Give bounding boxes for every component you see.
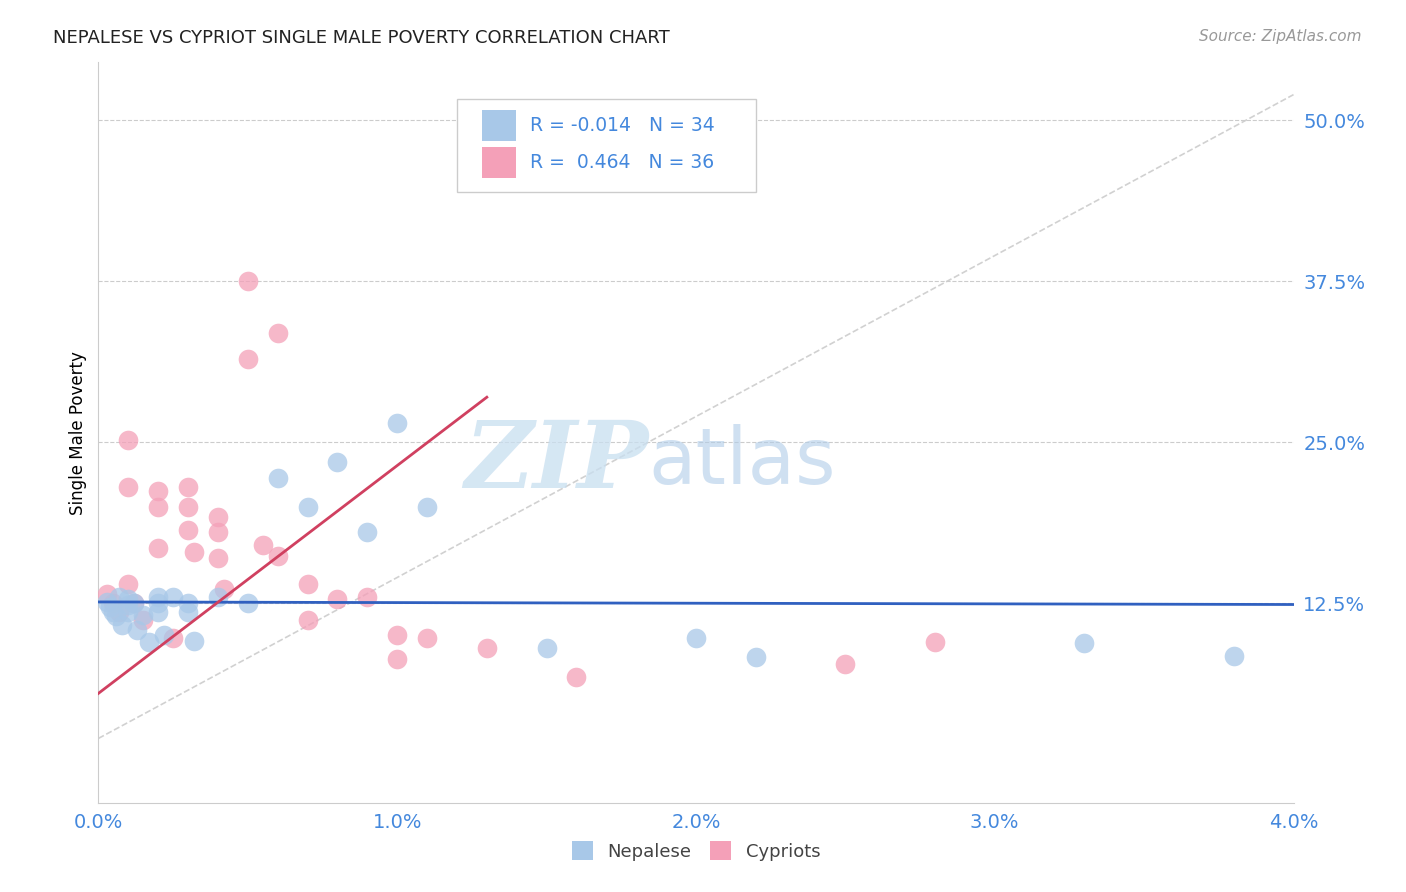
Point bbox=[153, 628, 176, 642]
Point bbox=[475, 641, 498, 656]
Point bbox=[177, 605, 200, 619]
Point bbox=[183, 545, 205, 559]
Point bbox=[117, 598, 139, 612]
Point bbox=[105, 609, 128, 624]
Point bbox=[177, 523, 200, 537]
Point bbox=[148, 484, 170, 499]
Point bbox=[1073, 636, 1095, 650]
Text: atlas: atlas bbox=[648, 425, 835, 500]
Point bbox=[834, 657, 856, 671]
FancyBboxPatch shape bbox=[457, 99, 756, 192]
Point bbox=[267, 549, 290, 563]
Point bbox=[108, 590, 131, 604]
Point bbox=[416, 631, 439, 645]
Point bbox=[108, 605, 131, 619]
Point bbox=[96, 587, 118, 601]
Point bbox=[416, 500, 439, 514]
Point bbox=[117, 480, 139, 494]
Point bbox=[117, 605, 139, 619]
Point bbox=[356, 525, 378, 540]
Point bbox=[267, 471, 290, 485]
Point bbox=[124, 596, 146, 610]
Point bbox=[236, 596, 259, 610]
Point bbox=[326, 454, 349, 468]
Point bbox=[148, 500, 170, 514]
Point bbox=[138, 635, 160, 649]
Point bbox=[96, 595, 118, 609]
Text: Source: ZipAtlas.com: Source: ZipAtlas.com bbox=[1198, 29, 1361, 45]
Point bbox=[1223, 648, 1246, 663]
Point bbox=[565, 670, 588, 684]
Text: ZIP: ZIP bbox=[464, 417, 648, 508]
Point bbox=[111, 618, 134, 632]
Point bbox=[385, 651, 409, 665]
Point bbox=[103, 596, 125, 610]
Point bbox=[177, 480, 200, 494]
Y-axis label: Single Male Poverty: Single Male Poverty bbox=[69, 351, 87, 515]
Text: R = -0.014   N = 34: R = -0.014 N = 34 bbox=[530, 116, 714, 135]
Point bbox=[148, 605, 170, 619]
Point bbox=[117, 577, 139, 591]
Point bbox=[148, 596, 170, 610]
Point bbox=[267, 326, 290, 340]
Point bbox=[103, 605, 125, 619]
Point bbox=[132, 607, 155, 622]
Point bbox=[177, 596, 200, 610]
Point bbox=[326, 592, 349, 607]
Point bbox=[536, 641, 558, 656]
Point bbox=[297, 613, 319, 627]
Point bbox=[124, 596, 146, 610]
Point bbox=[162, 631, 184, 645]
Point bbox=[132, 613, 155, 627]
Point bbox=[207, 525, 229, 540]
Text: R =  0.464   N = 36: R = 0.464 N = 36 bbox=[530, 153, 714, 172]
Point bbox=[236, 351, 259, 366]
Point bbox=[385, 416, 409, 430]
FancyBboxPatch shape bbox=[482, 110, 516, 141]
Point bbox=[212, 582, 235, 596]
Point bbox=[236, 274, 259, 288]
Point bbox=[297, 577, 319, 591]
Point bbox=[356, 590, 378, 604]
Point bbox=[162, 590, 184, 604]
Point bbox=[177, 500, 200, 514]
Point bbox=[924, 635, 946, 649]
Point bbox=[207, 551, 229, 566]
Point bbox=[297, 500, 319, 514]
Point bbox=[385, 628, 409, 642]
Point bbox=[148, 590, 170, 604]
Point bbox=[207, 510, 229, 524]
Point bbox=[127, 624, 149, 638]
Point bbox=[117, 592, 139, 607]
Point bbox=[252, 538, 274, 552]
Point bbox=[207, 590, 229, 604]
FancyBboxPatch shape bbox=[482, 147, 516, 178]
Text: NEPALESE VS CYPRIOT SINGLE MALE POVERTY CORRELATION CHART: NEPALESE VS CYPRIOT SINGLE MALE POVERTY … bbox=[53, 29, 671, 47]
Point bbox=[183, 633, 205, 648]
Point bbox=[745, 650, 768, 665]
Point bbox=[685, 631, 707, 645]
Legend: Nepalese, Cypriots: Nepalese, Cypriots bbox=[564, 834, 828, 868]
Point bbox=[117, 433, 139, 447]
Point bbox=[148, 541, 170, 555]
Point bbox=[98, 600, 122, 615]
